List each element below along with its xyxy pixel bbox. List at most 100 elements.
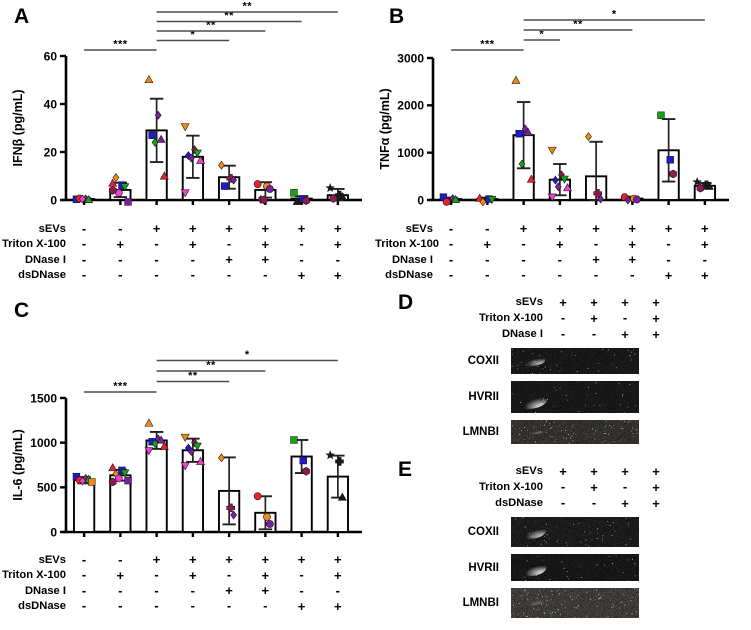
data-point-marker bbox=[266, 520, 273, 527]
condition-cell: + bbox=[552, 238, 568, 251]
gel-row: LMNBI bbox=[393, 420, 693, 444]
condition-cell: + bbox=[648, 312, 664, 325]
data-point-marker bbox=[633, 196, 640, 203]
condition-row: sEVs - - + + + + + + bbox=[0, 552, 360, 568]
condition-cell: - bbox=[516, 253, 532, 266]
y-tick-label: 0 bbox=[50, 193, 57, 207]
condition-row: dsDNase - - - - - - + + bbox=[0, 599, 360, 615]
condition-row-label: dsDNase bbox=[0, 269, 66, 281]
y-tick-label: 20 bbox=[44, 145, 58, 159]
condition-cell: - bbox=[112, 553, 128, 566]
panel-d-gels: COXII HVRII LMNBI bbox=[393, 348, 693, 451]
condition-row: sEVs - - + + + + + + bbox=[0, 221, 360, 237]
condition-cell: + bbox=[624, 253, 640, 266]
gel-row: COXII bbox=[393, 517, 693, 547]
data-point-marker bbox=[512, 76, 520, 83]
condition-cell: - bbox=[552, 268, 568, 281]
condition-cell: + bbox=[648, 465, 664, 478]
condition-cell: + bbox=[586, 296, 602, 309]
condition-cell: - bbox=[221, 237, 237, 250]
condition-cell: - bbox=[443, 253, 459, 266]
gel-row: HVRII bbox=[393, 381, 693, 413]
condition-cell: - bbox=[76, 553, 92, 566]
condition-cell: + bbox=[617, 328, 633, 341]
y-tick-label: 60 bbox=[44, 49, 58, 63]
condition-cell: - bbox=[185, 253, 201, 266]
condition-cell: - bbox=[76, 599, 92, 612]
condition-cell: + bbox=[661, 269, 677, 282]
y-tick-label: 1000 bbox=[30, 436, 57, 450]
condition-row-label: DNase I bbox=[0, 585, 66, 597]
condition-row: sEVs + + + + bbox=[393, 463, 693, 479]
condition-cell: + bbox=[617, 497, 633, 510]
condition-cell: - bbox=[697, 253, 713, 266]
panel-b: B 0 1000 2000 3000 TNFα (pg/mL) *** * ** * sEVs -… bbox=[375, 0, 751, 290]
data-point-marker bbox=[303, 467, 310, 475]
significance-label: * bbox=[612, 9, 617, 21]
data-point-marker bbox=[109, 464, 117, 471]
condition-cell: + bbox=[185, 222, 201, 235]
condition-cell: + bbox=[257, 253, 273, 266]
condition-cell: - bbox=[624, 268, 640, 281]
condition-row-label: sEVs bbox=[0, 223, 66, 235]
condition-cell: + bbox=[257, 238, 273, 251]
condition-cell: - bbox=[76, 222, 92, 235]
condition-cell: - bbox=[294, 237, 310, 250]
condition-cell: + bbox=[697, 269, 713, 282]
y-tick-label: 40 bbox=[44, 97, 58, 111]
condition-row: sEVs + + + + bbox=[393, 294, 693, 310]
data-point-marker bbox=[218, 161, 224, 169]
condition-row: sEVs - - + + + + + + bbox=[375, 221, 730, 237]
condition-cell: + bbox=[257, 553, 273, 566]
condition-cell: - bbox=[112, 268, 128, 281]
panel-a-condition-table: sEVs - - + + + + + + Triton X-100- + - + - + - + DNase I-… bbox=[0, 221, 360, 283]
condition-cell: - bbox=[149, 268, 165, 281]
condition-cell: - bbox=[586, 327, 602, 340]
condition-cell: - bbox=[185, 599, 201, 612]
data-point-marker bbox=[149, 132, 156, 139]
condition-cell: + bbox=[624, 238, 640, 251]
condition-cell: - bbox=[516, 268, 532, 281]
condition-cell: + bbox=[112, 238, 128, 251]
data-point-marker bbox=[145, 419, 153, 426]
condition-row-label: sEVs bbox=[375, 223, 433, 235]
gel-band-image bbox=[511, 381, 639, 413]
data-point-marker bbox=[145, 76, 153, 83]
data-point-marker bbox=[300, 457, 307, 464]
data-point-marker bbox=[548, 147, 556, 154]
gel-target-label: LMNBI bbox=[393, 597, 499, 609]
condition-cell: + bbox=[617, 296, 633, 309]
data-point-marker bbox=[263, 513, 270, 520]
condition-cell: + bbox=[624, 222, 640, 235]
significance-label: ** bbox=[242, 1, 252, 13]
data-point-marker bbox=[88, 479, 95, 486]
condition-cell: - bbox=[555, 496, 571, 509]
significance-label: *** bbox=[480, 39, 495, 51]
panel-d: D sEVs + + + + Triton X-100- + - + DNase I - - + + CO… bbox=[393, 290, 751, 460]
data-point-marker bbox=[254, 181, 261, 188]
gel-band-image bbox=[511, 420, 639, 444]
significance-label: *** bbox=[113, 39, 128, 51]
data-point-marker bbox=[181, 124, 189, 131]
y-axis-label: TNFα (pg/mL) bbox=[378, 88, 392, 169]
y-tick-label: 2000 bbox=[397, 99, 424, 113]
gel-target-label: HVRII bbox=[393, 391, 499, 403]
y-tick-label: 0 bbox=[417, 193, 424, 207]
condition-cell: + bbox=[516, 222, 532, 235]
condition-cell: + bbox=[552, 222, 568, 235]
condition-cell: - bbox=[443, 222, 459, 235]
condition-cell: - bbox=[185, 268, 201, 281]
condition-cell: - bbox=[112, 599, 128, 612]
bar bbox=[74, 480, 94, 532]
condition-cell: + bbox=[586, 312, 602, 325]
condition-cell: - bbox=[479, 253, 495, 266]
condition-cell: + bbox=[697, 222, 713, 235]
condition-cell: - bbox=[149, 253, 165, 266]
condition-cell: + bbox=[330, 569, 346, 582]
condition-cell: - bbox=[617, 311, 633, 324]
gel-band-image bbox=[511, 348, 639, 374]
data-point-marker bbox=[113, 174, 119, 182]
condition-row: DNase I - - + + bbox=[393, 326, 693, 342]
condition-row: Triton X-100 - + - + bbox=[393, 310, 693, 326]
condition-cell: - bbox=[588, 268, 604, 281]
